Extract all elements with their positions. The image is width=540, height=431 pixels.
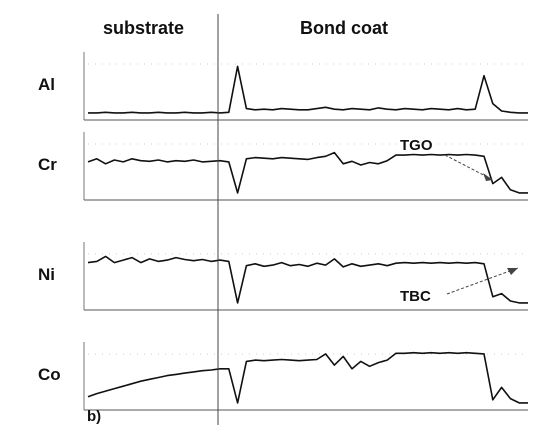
substrate-header: substrate (103, 18, 184, 38)
tgo-arrowhead (483, 173, 493, 181)
tbc-arrowhead (507, 268, 518, 275)
tbc-label: TBC (400, 288, 431, 305)
tbc-arrow (446, 267, 519, 295)
tgo-label: TGO (400, 137, 433, 154)
trace-ni (87, 255, 528, 304)
panel-ni: Ni (38, 242, 528, 311)
trace-cr (87, 151, 528, 194)
bond-coat-header: Bond coat (300, 18, 388, 38)
element-panels: Al Cr Ni Co (38, 52, 528, 411)
panel-al: Al (38, 52, 528, 121)
panel-label: b) (87, 408, 101, 425)
element-label-al: Al (38, 75, 55, 94)
trace-co (87, 351, 528, 404)
panel-co: Co (38, 342, 528, 411)
panel-cr: Cr (38, 132, 528, 201)
element-label-cr: Cr (38, 155, 57, 174)
element-label-ni: Ni (38, 265, 55, 284)
trace-al (88, 65, 528, 114)
element-label-co: Co (38, 365, 61, 384)
